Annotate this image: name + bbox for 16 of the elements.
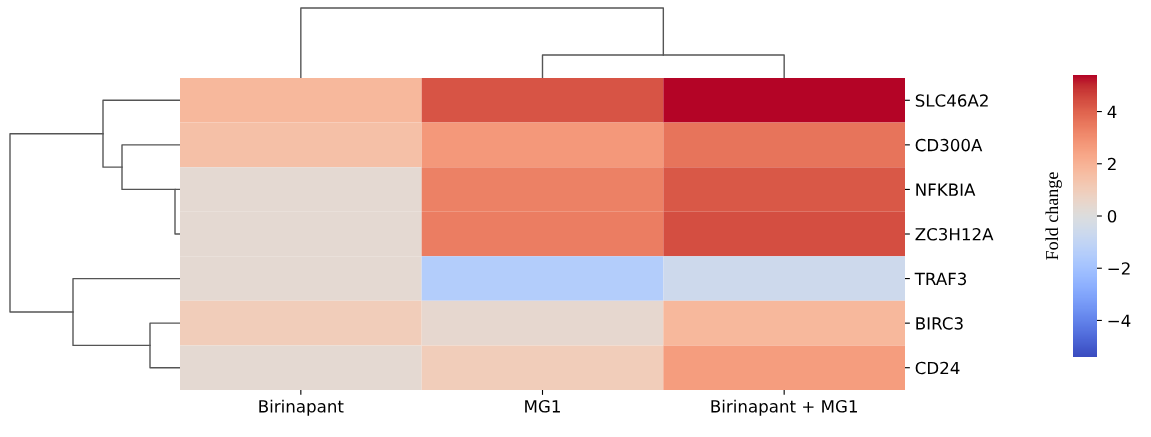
color-bar-label: 0 xyxy=(1107,209,1117,223)
y-tick-label: NFKBIA xyxy=(916,183,976,196)
color-bar-label: 4 xyxy=(1107,105,1117,118)
color-bar-label: −4 xyxy=(1108,314,1131,327)
x-tick-label: Birinapant + MG1 xyxy=(711,399,857,416)
x-tick-label: MG1 xyxy=(525,400,560,413)
y-tick-label: BIRC3 xyxy=(916,317,963,330)
x-tick-label: Birinapant xyxy=(259,399,344,416)
y-tick-label: ZC3H12A xyxy=(915,227,994,241)
color-bar-label: −2 xyxy=(1108,262,1130,275)
y-tick-label: SLC46A2 xyxy=(915,94,988,107)
color-bar-title: Fold change xyxy=(1045,172,1062,260)
y-tick-label: TRAF3 xyxy=(914,272,967,286)
y-tick-label: CD24 xyxy=(915,361,960,375)
color-bar-label: 2 xyxy=(1107,157,1116,171)
y-tick-label: CD300A xyxy=(915,138,983,152)
